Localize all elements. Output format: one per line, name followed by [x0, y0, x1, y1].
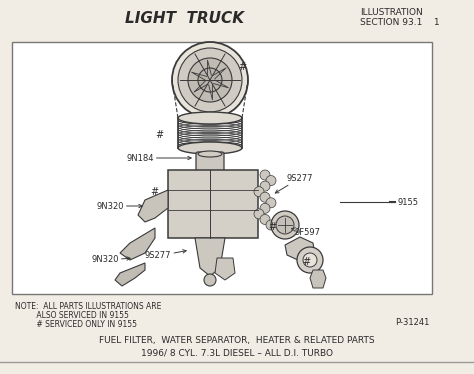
Text: ALSO SERVICED IN 9155: ALSO SERVICED IN 9155 [15, 311, 129, 320]
Text: P-31241: P-31241 [396, 318, 430, 327]
Circle shape [303, 253, 317, 267]
Circle shape [260, 203, 270, 213]
Circle shape [172, 42, 248, 118]
Polygon shape [195, 238, 225, 276]
Text: 9N320: 9N320 [96, 202, 142, 211]
Text: 9N320: 9N320 [91, 255, 130, 264]
Polygon shape [215, 258, 235, 280]
Text: #: # [238, 62, 246, 72]
Circle shape [254, 209, 264, 219]
Circle shape [188, 58, 232, 102]
Text: 9155: 9155 [398, 197, 419, 206]
Circle shape [260, 192, 270, 202]
FancyBboxPatch shape [196, 152, 224, 172]
Polygon shape [285, 237, 315, 261]
Text: #: # [268, 222, 276, 232]
Text: LIGHT  TRUCK: LIGHT TRUCK [126, 10, 245, 25]
Ellipse shape [198, 151, 222, 157]
Polygon shape [138, 190, 168, 222]
Text: 9S277: 9S277 [145, 250, 186, 261]
Circle shape [178, 48, 242, 112]
Text: ILLUSTRATION: ILLUSTRATION [360, 7, 423, 16]
Bar [168, 170, 258, 238]
Circle shape [260, 214, 270, 224]
Text: NOTE:  ALL PARTS ILLUSTRATIONS ARE: NOTE: ALL PARTS ILLUSTRATIONS ARE [15, 302, 161, 311]
Text: SECTION 93.1    1: SECTION 93.1 1 [360, 18, 439, 27]
Text: #: # [302, 257, 310, 267]
Polygon shape [120, 228, 155, 260]
Circle shape [260, 181, 270, 191]
Polygon shape [115, 263, 145, 286]
Circle shape [297, 247, 323, 273]
Circle shape [260, 170, 270, 180]
Text: 9N184: 9N184 [126, 153, 191, 162]
Circle shape [266, 198, 276, 208]
Text: 9F597: 9F597 [292, 227, 321, 236]
Circle shape [271, 211, 299, 239]
Polygon shape [310, 270, 326, 288]
Text: # SERVICED ONLY IN 9155: # SERVICED ONLY IN 9155 [15, 320, 137, 329]
Text: #: # [150, 187, 158, 197]
Circle shape [204, 274, 216, 286]
Ellipse shape [178, 112, 242, 124]
Ellipse shape [178, 142, 242, 154]
Circle shape [266, 175, 276, 186]
Bar [12, 42, 432, 294]
Text: 9S277: 9S277 [275, 174, 313, 193]
Circle shape [276, 216, 294, 234]
Text: 1996/ 8 CYL. 7.3L DIESEL – ALL D.I. TURBO: 1996/ 8 CYL. 7.3L DIESEL – ALL D.I. TURB… [141, 348, 333, 357]
Circle shape [198, 68, 222, 92]
Circle shape [254, 187, 264, 197]
Circle shape [266, 220, 276, 230]
Text: #: # [155, 130, 163, 140]
Text: FUEL FILTER,  WATER SEPARATOR,  HEATER & RELATED PARTS: FUEL FILTER, WATER SEPARATOR, HEATER & R… [99, 336, 375, 345]
